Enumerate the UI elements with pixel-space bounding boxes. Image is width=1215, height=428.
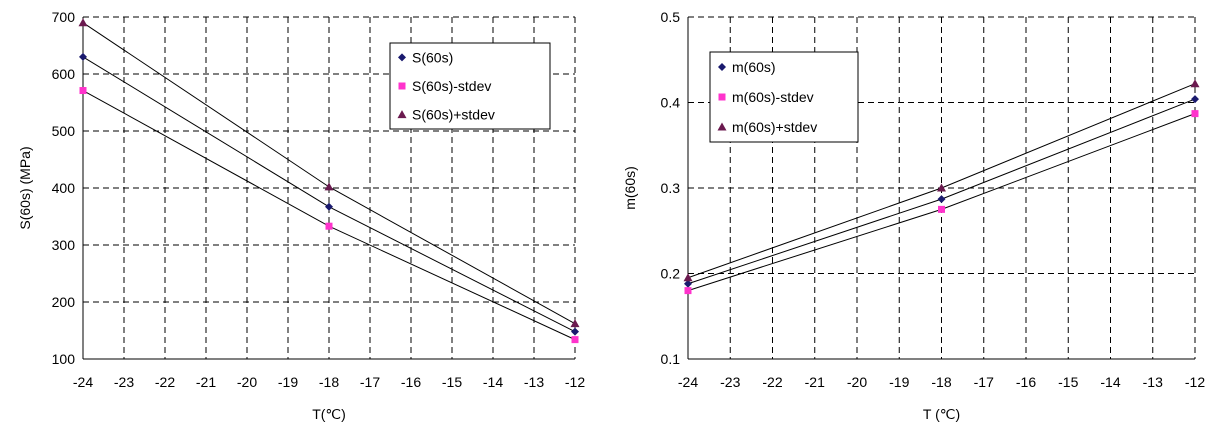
data-point — [938, 205, 945, 213]
legend-marker — [718, 63, 726, 71]
data-point — [325, 202, 333, 211]
x-tick-label: -12 — [1185, 374, 1205, 390]
legend: S(60s) S(60s)-stdev S(60s)+stdev — [389, 42, 551, 130]
legend-marker — [398, 53, 406, 62]
data-point — [1190, 79, 1200, 88]
y-tick-label: 0.5 — [661, 9, 681, 25]
x-tick-label: -13 — [524, 374, 544, 390]
x-tick-label: -24 — [678, 374, 698, 390]
data-point — [78, 18, 88, 27]
y-axis-title: S(60s) (MPa) — [17, 146, 33, 229]
legend-label: m(60s)-stdev — [732, 89, 814, 105]
x-tick-label: -19 — [278, 374, 298, 390]
legend-box — [709, 51, 859, 143]
x-tick-label: -17 — [974, 374, 994, 390]
x-tick-label: -21 — [805, 374, 825, 390]
legend-label: m(60s)+stdev — [732, 119, 817, 135]
y-axis-title: m(60s) — [622, 166, 638, 210]
x-axis-title: T(℃) — [312, 406, 346, 422]
data-point — [571, 327, 579, 336]
y-tick-label: 700 — [52, 9, 76, 25]
x-tick-label: -15 — [442, 374, 462, 390]
data-point — [325, 222, 333, 230]
x-tick-label: -21 — [196, 374, 216, 390]
legend-marker — [718, 93, 726, 101]
x-tick-label: -18 — [931, 374, 951, 390]
x-tick-label: -12 — [565, 374, 585, 390]
legend: m(60s) m(60s)-stdev m(60s)+stdev — [709, 51, 859, 143]
y-tick-label: 0.3 — [661, 180, 681, 196]
x-tick-label: -14 — [483, 374, 503, 390]
data-point — [684, 287, 692, 295]
legend-label: S(60s) — [412, 49, 453, 65]
y-tick-label: 0.2 — [661, 266, 681, 282]
x-tick-label: -20 — [847, 374, 867, 390]
data-point — [570, 319, 580, 328]
legend-marker — [398, 82, 406, 90]
x-axis-title: T (℃) — [923, 406, 960, 422]
data-point — [79, 52, 87, 61]
x-tick-label: -23 — [114, 374, 134, 390]
x-tick-label: -18 — [319, 374, 339, 390]
data-point — [1191, 95, 1199, 104]
legend-label: S(60s)-stdev — [412, 78, 491, 94]
x-tick-label: -22 — [155, 374, 175, 390]
x-tick-label: -15 — [1058, 374, 1078, 390]
y-tick-label: 200 — [52, 294, 76, 310]
x-tick-label: -14 — [1100, 374, 1120, 390]
data-point — [937, 195, 946, 204]
x-tick-label: -16 — [401, 374, 421, 390]
data-point — [684, 279, 692, 288]
legend-label: S(60s)+stdev — [412, 107, 495, 123]
y-tick-label: 0.1 — [661, 351, 681, 367]
y-tick-label: 300 — [52, 237, 76, 253]
x-tick-label: -22 — [762, 374, 782, 390]
y-tick-label: 100 — [52, 351, 76, 367]
data-point — [683, 273, 693, 282]
x-tick-label: -19 — [889, 374, 909, 390]
y-tick-label: 400 — [52, 180, 76, 196]
data-point — [937, 183, 946, 192]
x-tick-label: -24 — [73, 374, 93, 390]
data-point — [571, 336, 579, 344]
x-tick-label: -20 — [237, 374, 257, 390]
x-tick-label: -23 — [720, 374, 740, 390]
data-point — [1191, 110, 1199, 118]
chart-2: -24 -23 -22 -21 -20 -19 -18 -17 -16 -15 -14 -13 -12 0… — [622, 9, 1205, 422]
x-tick-label: -17 — [360, 374, 380, 390]
data-point — [79, 87, 87, 95]
y-tick-label: 0.4 — [661, 95, 681, 111]
legend-marker — [397, 110, 407, 119]
data-point — [324, 182, 334, 191]
legend-label: m(60s) — [732, 59, 776, 75]
y-tick-label: 500 — [52, 123, 76, 139]
legend-box — [389, 42, 551, 130]
x-tick-label: -13 — [1143, 374, 1163, 390]
x-tick-label: -16 — [1016, 374, 1036, 390]
y-tick-label: 600 — [52, 66, 76, 82]
legend-marker — [717, 122, 727, 131]
chart-1: -24 -23 -22 -21 -20 -19 -18 -17 -16 -15 -14 -13 -12 1… — [17, 9, 585, 422]
